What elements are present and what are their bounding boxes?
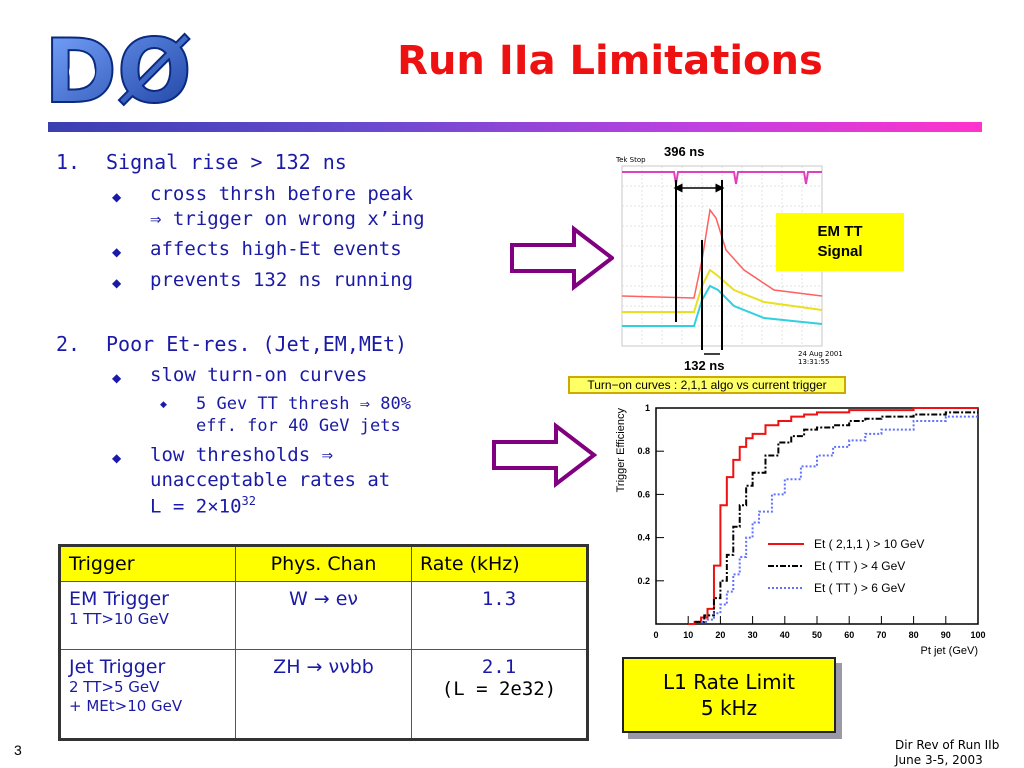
em-tt-signal-tag: EM TT Signal (776, 213, 904, 271)
trigger-condition: + MEt>10 GeV (69, 697, 183, 715)
bullet-text: affects high-Et events (150, 238, 402, 260)
x-tick-label: 0 (653, 630, 658, 640)
luminosity-text: L = 2×10 (150, 495, 242, 518)
diamond-bullet-icon: ◆ (112, 190, 122, 204)
column-header: Trigger (59, 545, 236, 582)
table-row: Jet Trigger 2 TT>5 GeV + MEt>10 GeV ZH →… (59, 649, 588, 740)
turnon-banner: Turn−on curves : 2,1,1 algo vs current t… (568, 376, 846, 394)
small-bullet-icon: ◆ (160, 400, 167, 410)
x-tick-label: 80 (909, 630, 919, 640)
scope-date: 24 Aug 2001 (798, 350, 843, 358)
page-number: 3 (14, 742, 22, 758)
legend-label: Et ( TT ) > 4 GeV (814, 559, 905, 573)
tag-line: EM TT (817, 223, 863, 240)
bullet-text: cross thrsh before peak (150, 183, 414, 205)
item-number: 2. (56, 332, 81, 356)
trigger-name: Jet Trigger (69, 656, 166, 678)
limit-line: 5 kHz (700, 696, 758, 720)
x-tick-label: 100 (970, 630, 985, 640)
logo-text: DØ (44, 20, 192, 118)
x-tick-label: 60 (844, 630, 854, 640)
bullet-text: prevents 132 ns running (150, 269, 414, 291)
right-arrow-icon (510, 225, 616, 291)
x-tick-label: 40 (780, 630, 790, 640)
rate-value: 1.3 (411, 581, 588, 650)
bullet-text: L = 2×1032 (150, 494, 256, 517)
scope-time: 13:31:55 (798, 358, 829, 366)
trigger-rate-table: Trigger Phys. Chan Rate (kHz) EM Trigger… (58, 544, 589, 741)
oscilloscope-trace: Tek Stop 24 Aug 2001 13:31:55 (614, 150, 854, 370)
item-heading: Signal rise > 132 ns (106, 150, 347, 174)
column-header: Phys. Chan (235, 545, 412, 582)
x-tick-label: 20 (715, 630, 725, 640)
legend-label: Et ( 2,1,1 ) > 10 GeV (814, 537, 924, 551)
rate-luminosity: (L = 2e32) (441, 678, 557, 700)
title-rule (48, 122, 982, 132)
diamond-bullet-icon: ◆ (112, 371, 122, 385)
y-axis-label: Trigger Efficiency (615, 408, 627, 493)
footer-line: Dir Rev of Run IIb (895, 738, 1000, 752)
trigger-cell: EM Trigger 1 TT>10 GeV (59, 581, 236, 650)
x-tick-label: 90 (941, 630, 951, 640)
subbullet-text: eff. for 40 GeV jets (196, 416, 401, 436)
trigger-condition: 1 TT>10 GeV (69, 610, 169, 628)
item-number: 1. (56, 150, 81, 174)
trigger-condition: 2 TT>5 GeV (69, 678, 160, 696)
x-tick-label: 50 (812, 630, 822, 640)
right-arrow-icon (492, 422, 598, 488)
x-axis-label: Pt jet (GeV) (921, 645, 978, 657)
slide-title: Run IIa Limitations (397, 38, 823, 84)
series-line (688, 407, 978, 625)
physics-channel: W → eν (235, 581, 412, 650)
y-tick-label: 0.8 (637, 446, 650, 456)
physics-channel: ZH → ννbb (235, 649, 412, 740)
table-row: EM Trigger 1 TT>10 GeV W → eν 1.3 (59, 581, 588, 650)
tag-line: Signal (817, 243, 863, 260)
bullet-text: slow turn-on curves (150, 364, 368, 386)
legend-label: Et ( TT ) > 6 GeV (814, 581, 905, 595)
x-tick-label: 30 (748, 630, 758, 640)
bullet-text: low thresholds ⇒ (150, 444, 334, 466)
table-header-row: Trigger Phys. Chan Rate (kHz) (59, 545, 588, 582)
subbullet-text: 5 Gev TT thresh ⇒ 80% (196, 394, 411, 414)
scope-header: Tek Stop (615, 156, 646, 164)
d0-logo: DØ (44, 20, 193, 118)
diamond-bullet-icon: ◆ (112, 276, 122, 290)
scope-label-bottom: 132 ns (684, 358, 725, 373)
diamond-bullet-icon: ◆ (112, 245, 122, 259)
trigger-efficiency-chart: 0 10 20 30 40 50 60 70 80 90 100 0.2 0.4 0.6 0.8 1 Pt je… (615, 403, 986, 657)
limit-line: L1 Rate Limit (662, 670, 796, 694)
y-tick-label: 1 (645, 403, 650, 413)
item-heading: Poor Et-res. (Jet,EM,MEt) (106, 332, 408, 356)
trigger-name: EM Trigger (69, 588, 169, 610)
trigger-cell: Jet Trigger 2 TT>5 GeV + MEt>10 GeV (59, 649, 236, 740)
scope-label-top: 396 ns (664, 144, 705, 159)
rate-cell: 2.1 (L = 2e32) (411, 649, 588, 740)
footer: Dir Rev of Run IIb June 3-5, 2003 (895, 738, 999, 768)
y-tick-label: 0.6 (637, 489, 650, 499)
x-tick-label: 10 (683, 630, 693, 640)
rate-value: 2.1 (481, 656, 517, 678)
diamond-bullet-icon: ◆ (112, 451, 122, 465)
y-tick-label: 0.4 (637, 533, 650, 543)
series-line (694, 411, 978, 623)
y-tick-label: 0.2 (637, 576, 650, 586)
x-tick-label: 70 (876, 630, 886, 640)
footer-line: June 3-5, 2003 (895, 753, 983, 767)
column-header: Rate (kHz) (411, 545, 588, 582)
bullet-text: ⇒ trigger on wrong x’ing (150, 208, 425, 230)
bullet-text: unacceptable rates at (150, 469, 391, 491)
plot-frame (655, 407, 979, 625)
l1-rate-limit-box: L1 Rate Limit 5 kHz (622, 657, 836, 733)
series-line (701, 414, 979, 623)
luminosity-exponent: 32 (241, 494, 256, 508)
